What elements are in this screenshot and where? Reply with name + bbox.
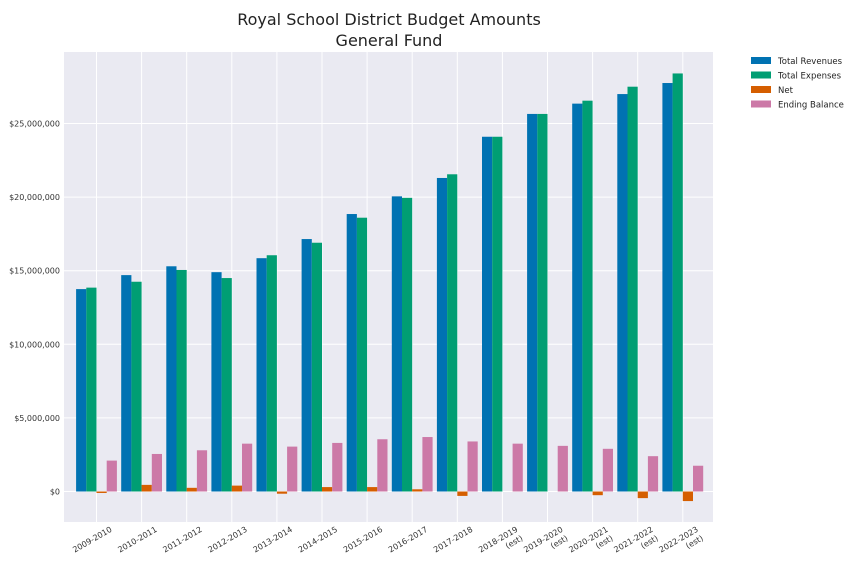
legend: Total Revenues Total Expenses Net Ending Ba… — [751, 57, 844, 111]
x-tick-label: 2017-2018 — [432, 525, 474, 555]
bar — [186, 487, 197, 492]
bar — [211, 272, 222, 492]
bar — [196, 450, 208, 492]
bar — [322, 487, 333, 492]
bar — [693, 465, 704, 492]
bar — [151, 453, 162, 492]
plot-area — [64, 52, 713, 522]
chart-title: Royal School District Budget Amounts — [237, 10, 541, 29]
bar — [221, 278, 232, 492]
bar — [447, 174, 458, 492]
legend-label: Total Expenses — [777, 72, 842, 82]
x-tick-label: 2012-2013 — [207, 525, 249, 555]
bar — [627, 86, 638, 492]
bar — [572, 103, 583, 492]
bar — [131, 281, 142, 492]
legend-label: Total Revenues — [777, 57, 843, 67]
bar — [412, 489, 423, 492]
x-tick-text: 2011-2012 — [161, 525, 203, 555]
bar — [482, 136, 493, 492]
x-tick-label: 2016-2017 — [387, 525, 429, 555]
bar — [356, 217, 368, 492]
y-tick-label: $0 — [50, 488, 60, 497]
bar — [527, 113, 538, 492]
bar — [422, 437, 433, 492]
y-tick-label: $15,000,000 — [9, 267, 60, 276]
x-tick-label: 2015-2016 — [342, 525, 384, 555]
bar — [402, 197, 413, 492]
bar — [457, 491, 468, 496]
bar — [86, 287, 97, 492]
bar — [436, 177, 448, 492]
legend-swatch — [751, 86, 771, 93]
bar — [332, 442, 343, 492]
bar — [377, 439, 388, 492]
x-tick-text: 2017-2018 — [432, 525, 474, 555]
bar — [557, 445, 568, 492]
y-tick-label: $25,000,000 — [9, 120, 60, 129]
bar — [647, 456, 659, 492]
x-axis: 2009-2010 2010-2011 2011-2012 2012-2013 2013… — [71, 525, 705, 555]
legend-label: Net — [778, 86, 794, 96]
bar — [176, 269, 187, 492]
bar — [582, 100, 593, 492]
chart-subtitle: General Fund — [336, 31, 443, 50]
x-tick-text: 2015-2016 — [342, 525, 384, 555]
bar — [391, 196, 402, 492]
legend-label: Ending Balance — [778, 101, 844, 111]
x-tick-label: 2014-2015 — [297, 525, 339, 555]
bar — [287, 446, 298, 492]
y-tick-label: $10,000,000 — [9, 340, 60, 349]
bar — [301, 239, 312, 492]
y-tick-label: $20,000,000 — [9, 193, 60, 202]
x-tick-text: 2013-2014 — [252, 525, 294, 555]
bar — [96, 491, 107, 493]
bar — [537, 113, 548, 492]
bar — [266, 255, 277, 492]
bar — [682, 491, 693, 502]
x-tick-label: 2010-2011 — [116, 525, 158, 555]
bar — [106, 460, 117, 492]
bar — [672, 73, 683, 492]
bar — [512, 443, 523, 492]
x-tick-text: 2014-2015 — [297, 525, 339, 555]
x-tick-label: 2013-2014 — [252, 525, 294, 555]
x-tick-label: 2021-2022(est) — [612, 525, 659, 555]
bar — [242, 443, 253, 492]
bars — [76, 73, 704, 502]
bar — [346, 214, 357, 492]
bar — [602, 448, 613, 492]
x-tick-label: 2011-2012 — [161, 525, 203, 555]
x-tick-label: 2018-2019(est) — [477, 525, 524, 555]
bar — [662, 83, 673, 492]
bar — [467, 441, 478, 492]
legend-swatch — [751, 100, 771, 108]
x-tick-label: 2020-2021(est) — [567, 525, 614, 555]
bar — [311, 242, 322, 492]
x-tick-label: 2009-2010 — [71, 525, 113, 555]
bar — [367, 487, 378, 492]
bar — [166, 266, 177, 492]
bar — [276, 491, 288, 494]
y-axis: $0 $5,000,000 $10,000,000 $15,000,000 $20,00… — [9, 120, 60, 497]
bar — [492, 136, 503, 492]
bar — [76, 289, 87, 492]
bar — [141, 484, 152, 492]
x-tick-label: 2022-2023(est) — [658, 525, 705, 555]
bar — [231, 485, 242, 492]
x-tick-text: 2012-2013 — [207, 525, 249, 555]
bar — [121, 275, 132, 492]
bar — [592, 491, 603, 496]
x-tick-text: 2010-2011 — [116, 525, 158, 555]
legend-swatch — [751, 57, 771, 64]
x-tick-text: 2016-2017 — [387, 525, 429, 555]
bar — [637, 491, 648, 499]
x-tick-label: 2019-2020(est) — [522, 525, 569, 555]
bar — [256, 258, 267, 492]
legend-swatch — [751, 71, 771, 79]
x-tick-text: 2009-2010 — [71, 525, 113, 555]
bar — [617, 94, 628, 492]
y-tick-label: $5,000,000 — [14, 414, 60, 423]
